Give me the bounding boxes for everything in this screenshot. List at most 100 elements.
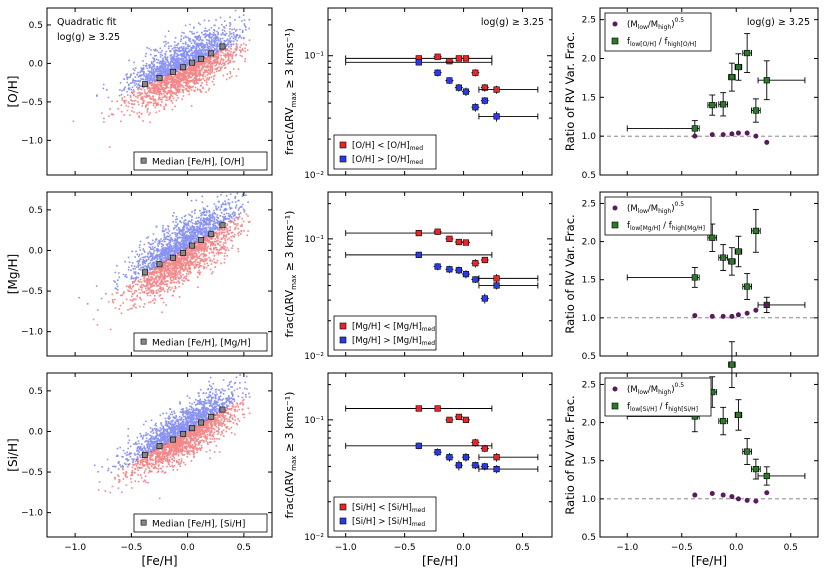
data-marker	[692, 492, 698, 498]
data-marker	[455, 462, 462, 469]
y-tick-label: 0.5	[582, 171, 596, 181]
legend-label: [Mg/H] > [Mg/H]med	[352, 336, 435, 347]
data-marker	[720, 132, 726, 138]
data-marker	[481, 97, 488, 104]
series-freq-ratio	[626, 33, 806, 137]
axes-frame	[599, 191, 819, 357]
data-marker	[753, 307, 759, 313]
y-axis-label: Ratio of RV Var. Frac.	[563, 32, 577, 151]
median-marker	[156, 75, 163, 81]
data-marker	[729, 313, 735, 319]
median-marker	[180, 430, 187, 437]
median-marker	[189, 242, 196, 249]
below-median-points	[92, 213, 251, 331]
median-marker	[189, 59, 196, 66]
y-tick-label: 2.5	[582, 16, 596, 26]
data-marker	[481, 256, 488, 264]
legend-label: flow[O/H] / fhigh[O/H]	[627, 37, 696, 48]
series-low	[345, 53, 539, 94]
data-marker	[415, 59, 422, 66]
median-marker	[180, 249, 187, 256]
data-marker	[753, 498, 759, 504]
above-median-points	[78, 192, 249, 305]
y-tick-label: 2.0	[582, 419, 597, 429]
axes-frame	[599, 372, 819, 538]
legend-box	[333, 134, 437, 170]
legend-label: [Mg/H] < [Mg/H]med	[352, 322, 435, 333]
data-marker	[434, 228, 441, 235]
y-tick-label: 1.0	[582, 495, 597, 505]
median-marker	[208, 50, 215, 57]
data-marker	[728, 74, 735, 81]
legend-marker	[339, 322, 347, 330]
legend-box	[333, 315, 437, 351]
legend-marker	[140, 157, 147, 164]
x-axis-label: [Fe/H]	[422, 554, 458, 568]
data-marker	[455, 238, 462, 246]
data-marker	[446, 266, 453, 273]
legend-label: [O/H] < [O/H]med	[352, 141, 423, 152]
y-tick-label: 10⁻²	[304, 171, 324, 181]
data-marker	[481, 84, 488, 91]
y-tick-label: 10⁻¹	[304, 235, 324, 245]
data-marker	[735, 312, 741, 318]
data-marker	[472, 260, 479, 267]
median-marker	[141, 452, 148, 458]
data-marker	[764, 139, 770, 145]
data-marker	[744, 49, 751, 57]
x-tick-label: −1.0	[335, 543, 357, 553]
y-tick-label: −0.5	[21, 287, 43, 297]
data-marker	[744, 497, 750, 503]
data-marker	[415, 251, 422, 258]
data-marker	[462, 454, 470, 461]
data-marker	[415, 405, 422, 412]
data-marker	[462, 271, 470, 278]
point-cloud	[93, 374, 251, 500]
data-marker	[493, 113, 500, 120]
median-marker	[198, 55, 205, 62]
median-marker	[219, 43, 226, 50]
y-axis-label: frac(ΔRVmax ≥ 3 kms⁻¹)	[283, 28, 298, 155]
data-marker	[472, 439, 479, 446]
panel-sih_scatter: −1.0 −0.5 0.0 0.5 −1.0 −0.5 0.0 0.5 [Si/H] [Fe/H]…	[6, 372, 273, 568]
x-tick-label: −0.5	[394, 543, 416, 553]
series-mass-ratio	[692, 302, 770, 319]
below-median-points	[72, 39, 251, 148]
data-marker	[720, 254, 727, 261]
y-tick-label: 2.5	[582, 380, 596, 390]
series-low	[345, 405, 539, 462]
y-tick-label: 0.5	[29, 206, 43, 216]
panel-sih_ratio: 0.5 1.0 1.5 2.0 2.5 −1.0 −0.5 0.0 0.5 Ratio of RV…	[563, 341, 819, 568]
data-marker	[753, 133, 759, 139]
data-marker	[462, 239, 470, 246]
data-marker	[728, 258, 735, 265]
panel-oh_scatter: −1.0 −0.5 0.0 0.5 [O/H] Quadratic fit log(g) ≥…	[6, 7, 273, 176]
data-marker	[729, 494, 735, 500]
data-marker	[709, 132, 715, 138]
data-marker	[744, 448, 751, 455]
y-axis-label: Ratio of RV Var. Frac.	[563, 214, 577, 333]
median-marker	[208, 231, 215, 238]
data-marker	[709, 491, 715, 497]
x-tick-label: 0.5	[237, 543, 251, 553]
y-tick-label: 1.5	[582, 93, 596, 103]
data-marker	[493, 465, 500, 473]
series-freq-ratio	[626, 341, 806, 486]
data-marker	[472, 69, 479, 76]
x-tick-label: −1.0	[616, 543, 638, 553]
data-marker	[455, 84, 462, 91]
data-marker	[446, 77, 453, 84]
y-tick-label: −1.0	[21, 136, 43, 146]
x-axis-label: [Fe/H]	[691, 554, 727, 568]
legend-label: [Si/H] < [Si/H]med	[352, 503, 425, 514]
legend-label: flow[Si/H] / fhigh[Si/H]	[627, 402, 698, 413]
x-tick-label: 0.0	[729, 543, 744, 553]
data-marker	[692, 133, 698, 139]
data-marker	[493, 282, 500, 289]
legend-marker	[339, 503, 347, 511]
data-marker	[455, 413, 462, 420]
series-high	[345, 59, 539, 122]
median-marker	[170, 254, 176, 261]
median-marker	[198, 419, 205, 426]
